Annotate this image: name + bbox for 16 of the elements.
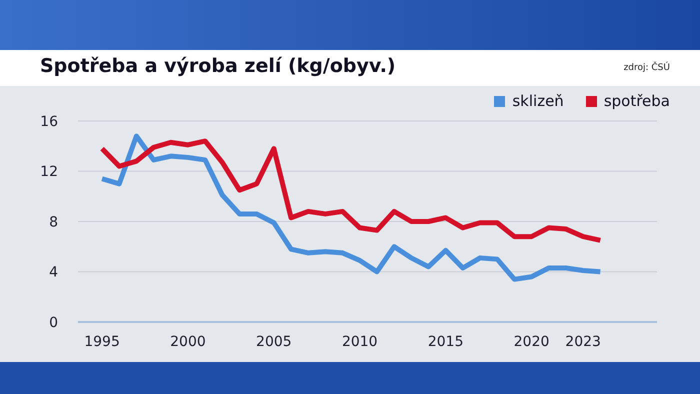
x-tick-label: 2015 bbox=[428, 334, 464, 350]
x-tick-label: 2010 bbox=[342, 334, 378, 350]
x-tick-label: 2005 bbox=[256, 334, 292, 350]
y-tick-label: 8 bbox=[49, 214, 58, 230]
text: zdroj: ČSÚ bbox=[624, 63, 670, 73]
y-tick-label: 12 bbox=[40, 164, 58, 180]
y-tick-label: 4 bbox=[49, 264, 58, 281]
x-tick-label: 2020 bbox=[514, 334, 550, 350]
chart-title: Spotřeba a výroba zelí (kg/obyv.) bbox=[40, 55, 396, 77]
legend-label: spotřeba bbox=[604, 92, 670, 110]
x-tick-label: 2000 bbox=[170, 334, 206, 350]
x-tick-label: 1995 bbox=[84, 334, 120, 350]
x-tick-label: 2023 bbox=[565, 334, 601, 350]
y-tick-label: 16 bbox=[40, 114, 58, 130]
y-tick-label: 0 bbox=[49, 314, 58, 331]
legend-label: sklizeň bbox=[512, 92, 564, 110]
